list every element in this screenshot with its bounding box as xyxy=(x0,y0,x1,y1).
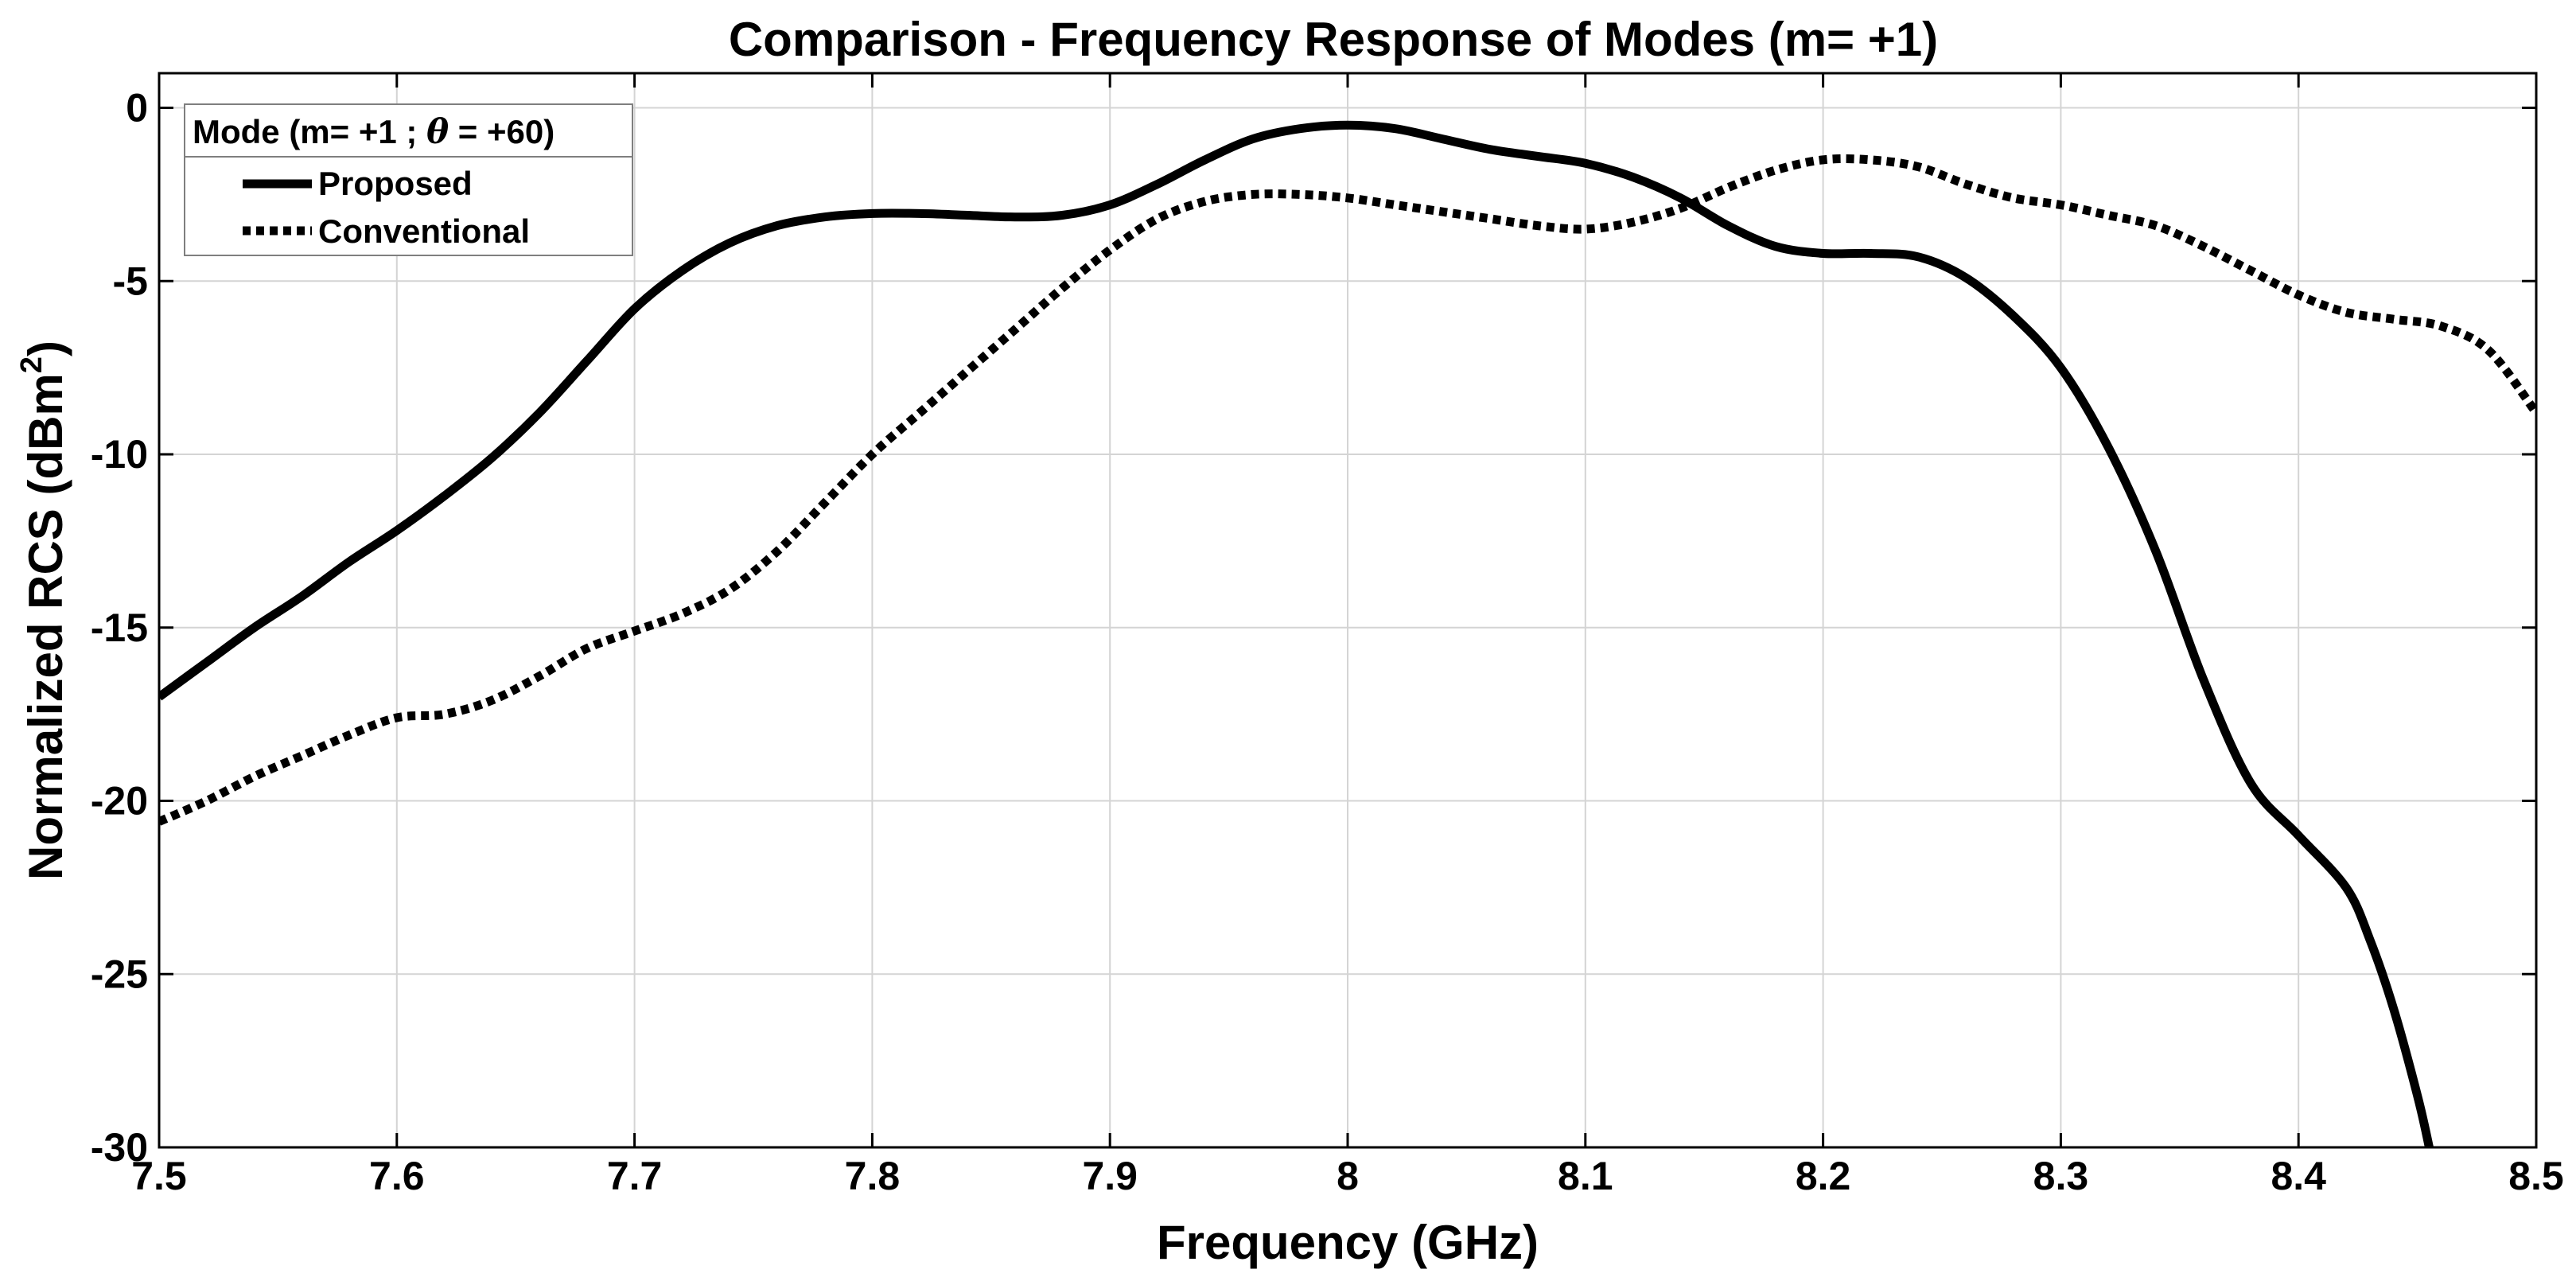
x-axis-ticks: 7.5 7.6 7.7 7.8 7.9 8 8.1 8.2 8.3 8.4 8.5 xyxy=(131,73,2564,1198)
chart-title: Comparison - Frequency Response of Modes… xyxy=(729,13,1938,66)
x-tick-label: 8.2 xyxy=(1796,1154,1851,1198)
legend-entry-conventional: Conventional xyxy=(318,212,530,250)
x-tick-label: 7.6 xyxy=(369,1154,425,1198)
legend-title-suffix: = +60) xyxy=(449,113,555,150)
x-axis-label: Frequency (GHz) xyxy=(1157,1216,1539,1269)
series-line-proposed xyxy=(159,120,2434,1147)
x-tick-label: 8.5 xyxy=(2508,1154,2564,1198)
legend-title-prefix: Mode (m= +1 ; xyxy=(193,113,426,150)
x-tick-label: 7.9 xyxy=(1082,1154,1138,1198)
legend-title: Mode (m= +1 ; θ = +60) xyxy=(193,112,555,151)
x-tick-label: 8.4 xyxy=(2271,1154,2326,1198)
x-tick-label: 7.7 xyxy=(607,1154,663,1198)
legend: Mode (m= +1 ; θ = +60) Proposed Conventi… xyxy=(184,103,633,256)
x-tick-label: 7.8 xyxy=(845,1154,901,1198)
grid xyxy=(159,73,2536,1147)
y-axis-label-superscript: 2 xyxy=(15,356,49,373)
y-tick-label: -5 xyxy=(113,259,148,303)
y-tick-label: -20 xyxy=(91,779,148,824)
y-axis-ticks: 0 -5 -10 -15 -20 -25 -30 xyxy=(91,86,2536,1170)
data-series xyxy=(159,120,2536,1147)
legend-title-theta: θ xyxy=(426,112,449,151)
x-tick-label: 8 xyxy=(1337,1154,1359,1198)
y-tick-label: -25 xyxy=(91,952,148,996)
x-tick-label: 8.1 xyxy=(1558,1154,1613,1198)
y-tick-label: -30 xyxy=(91,1125,148,1170)
x-tick-label: 7.5 xyxy=(131,1154,187,1198)
y-axis-label-main: Normalized RCS (dBm xyxy=(19,373,72,880)
y-tick-label: -10 xyxy=(91,432,148,477)
y-axis-label-close: ) xyxy=(19,341,72,356)
y-axis-label: Normalized RCS (dBm2) xyxy=(15,341,72,880)
y-tick-label: 0 xyxy=(126,86,148,130)
y-tick-label: -15 xyxy=(91,606,148,650)
series-line-conventional xyxy=(159,154,2536,826)
legend-entry-proposed: Proposed xyxy=(318,165,473,202)
x-tick-label: 8.3 xyxy=(2033,1154,2089,1198)
